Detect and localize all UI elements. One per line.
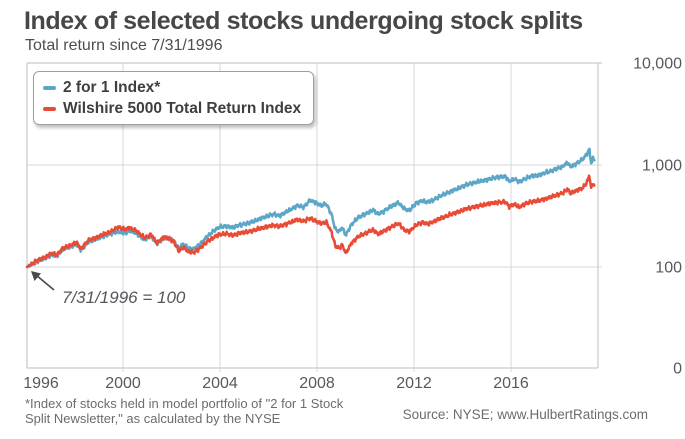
page-title: Index of selected stocks undergoing stoc… xyxy=(24,7,583,35)
legend-swatch-icon xyxy=(43,85,56,90)
x-axis-label-2012: 2012 xyxy=(396,375,432,392)
x-axis-label-2008: 2008 xyxy=(299,375,335,392)
y-axis-label-100: 100 xyxy=(655,260,682,277)
annotation-arrow xyxy=(31,271,55,291)
x-axis-label-2000: 2000 xyxy=(105,375,141,392)
series-line-wilshire xyxy=(25,174,596,269)
page-subtitle: Total return since 7/31/1996 xyxy=(25,37,223,54)
legend-item: Wilshire 5000 Total Return Index xyxy=(43,98,301,119)
legend-label: Wilshire 5000 Total Return Index xyxy=(63,99,302,117)
y-axis-label-10,000: 10,000 xyxy=(633,56,682,73)
y-axis-label-0: 0 xyxy=(673,361,682,378)
chart-axis-labels: 10,000 1,000 100 0 1996 2000 2004 2008 2012 2016 xyxy=(23,56,682,393)
chart-series-lines xyxy=(25,147,596,269)
chart-legend: 2 for 1 Index* Wilshire 5000 Total Return… xyxy=(33,71,315,125)
chart-footnote: *Index of stocks held in model portfolio… xyxy=(25,396,344,426)
legend-label: 2 for 1 Index* xyxy=(63,78,161,96)
legend-swatch-icon xyxy=(43,106,56,111)
x-axis-label-2016: 2016 xyxy=(493,375,529,392)
x-axis-label-1996: 1996 xyxy=(23,375,59,392)
footnote-line-1: *Index of stocks held in model portfolio… xyxy=(25,396,344,411)
y-axis-label-1,000: 1,000 xyxy=(642,158,682,175)
source-credit: Source: NYSE; www.HulbertRatings.com xyxy=(402,407,648,422)
annotation-label: 7/31/1996 = 100 xyxy=(62,288,186,307)
footnote-line-2: Split Newsletter," as calculated by the … xyxy=(25,410,281,426)
chart-gridlines xyxy=(26,62,602,372)
series-line-2for1 xyxy=(25,147,596,269)
legend-item: 2 for 1 Index* xyxy=(43,77,301,98)
x-axis-label-2004: 2004 xyxy=(202,375,238,392)
